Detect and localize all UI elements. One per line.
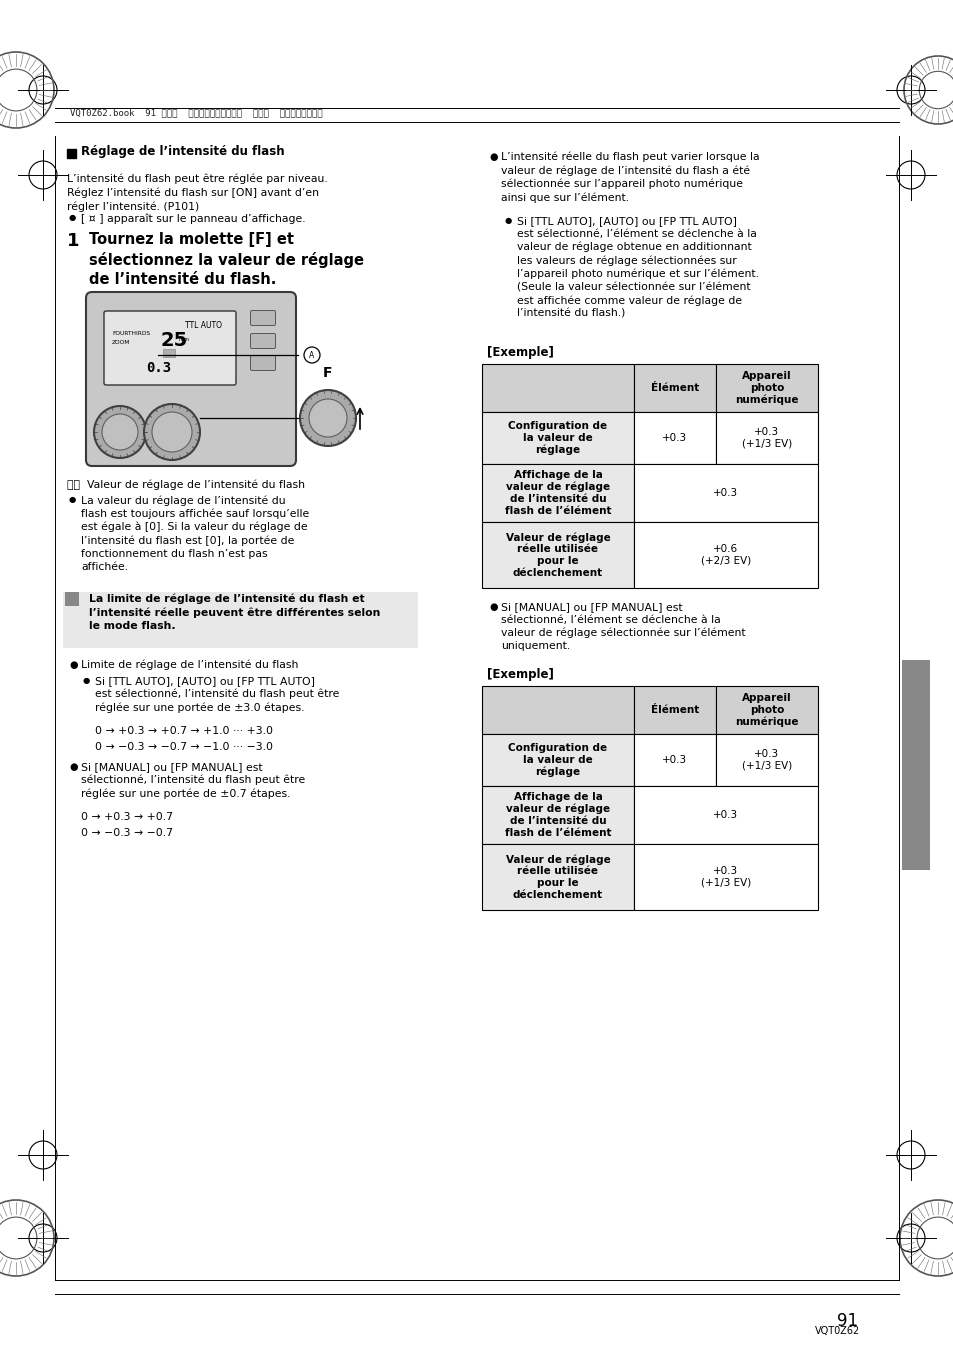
Text: 0 → −0.3 → −0.7: 0 → −0.3 → −0.7 (81, 828, 172, 838)
Bar (163, 349, 174, 357)
Bar (481, 412, 634, 464)
Text: +0.6
(+2/3 EV): +0.6 (+2/3 EV) (700, 545, 750, 566)
Text: Tournez la molette [F] et
sélectionnez la valeur de réglage
de l’intensité du fl: Tournez la molette [F] et sélectionnez l… (89, 232, 364, 287)
FancyBboxPatch shape (104, 311, 235, 386)
Bar (634, 686, 716, 735)
Text: 0 → −0.3 → −0.7 → −1.0 ··· −3.0: 0 → −0.3 → −0.7 → −1.0 ··· −3.0 (95, 741, 273, 752)
Text: +0.3
(+1/3 EV): +0.3 (+1/3 EV) (741, 427, 791, 449)
Text: Limite de réglage de l’intensité du flash: Limite de réglage de l’intensité du flas… (81, 661, 298, 670)
Bar (63, 592, 417, 648)
Text: mm: mm (179, 337, 190, 342)
Text: +0.3: +0.3 (713, 810, 738, 820)
Text: Affichage de la
valeur de réglage
de l’intensité du
flash de l’élément: Affichage de la valeur de réglage de l’i… (504, 793, 611, 837)
Text: ●: ● (504, 216, 512, 225)
Text: Ⓐ：  Valeur de réglage de l’intensité du flash: Ⓐ： Valeur de réglage de l’intensité du f… (67, 480, 305, 491)
Text: VQT0Z62.book  91 ページ  ２００６年６月２２日  木曜日  午前１１時４６分: VQT0Z62.book 91 ページ ２００６年６月２２日 木曜日 午前１１時… (70, 108, 322, 117)
Text: Configuration de
la valeur de
réglage: Configuration de la valeur de réglage (508, 421, 607, 454)
Text: La limite de réglage de l’intensité du flash et
l’intensité réelle peuvent être : La limite de réglage de l’intensité du f… (89, 594, 380, 631)
Circle shape (152, 412, 192, 452)
Bar (634, 522, 817, 588)
Text: Élément: Élément (650, 705, 699, 714)
FancyBboxPatch shape (86, 293, 295, 466)
Text: +0.3: +0.3 (661, 433, 687, 443)
Bar (481, 522, 634, 588)
Text: +0.3
(+1/3 EV): +0.3 (+1/3 EV) (741, 749, 791, 771)
Text: 0 → +0.3 → +0.7: 0 → +0.3 → +0.7 (81, 811, 172, 822)
Text: L’intensité réelle du flash peut varier lorsque la
valeur de réglage de l’intens: L’intensité réelle du flash peut varier … (500, 152, 759, 204)
Text: Élément: Élément (650, 383, 699, 394)
Text: ●: ● (489, 152, 497, 162)
Bar (716, 686, 817, 735)
Text: +0.3: +0.3 (661, 755, 687, 766)
Text: Appareil
photo
numérique: Appareil photo numérique (735, 693, 798, 727)
Bar (634, 412, 716, 464)
Text: ●: ● (69, 495, 76, 504)
Text: VQT0Z62: VQT0Z62 (814, 1326, 859, 1336)
Bar (716, 364, 817, 412)
Text: ●: ● (83, 675, 91, 685)
Circle shape (94, 406, 146, 458)
Bar (65, 592, 79, 607)
Text: ●: ● (69, 661, 77, 670)
Text: Si [TTL AUTO], [AUTO] ou [FP TTL AUTO]
est sélectionné, l’intensité du flash peu: Si [TTL AUTO], [AUTO] ou [FP TTL AUTO] e… (95, 675, 339, 713)
Text: 25: 25 (161, 332, 188, 350)
Bar (634, 464, 817, 522)
Bar (67, 150, 76, 158)
Text: Valeur de réglage
réelle utilisée
pour le
déclenchement: Valeur de réglage réelle utilisée pour l… (505, 855, 610, 899)
Text: [ ¤ ] apparaît sur le panneau d’affichage.: [ ¤ ] apparaît sur le panneau d’affichag… (81, 213, 305, 224)
Bar (481, 844, 634, 910)
Text: ●: ● (489, 603, 497, 612)
Text: Réglage de l’intensité du flash: Réglage de l’intensité du flash (81, 146, 284, 158)
Circle shape (102, 414, 138, 450)
Bar (901, 661, 929, 869)
Bar (481, 686, 634, 735)
Text: 91: 91 (836, 1312, 857, 1330)
Text: La valeur du réglage de l’intensité du
flash est toujours affichée sauf lorsqu’e: La valeur du réglage de l’intensité du f… (81, 495, 309, 572)
Text: 0 → +0.3 → +0.7 → +1.0 ··· +3.0: 0 → +0.3 → +0.7 → +1.0 ··· +3.0 (95, 727, 273, 736)
Text: +0.3
(+1/3 EV): +0.3 (+1/3 EV) (700, 867, 750, 888)
FancyBboxPatch shape (251, 310, 275, 325)
Bar (634, 735, 716, 786)
Text: ●: ● (69, 762, 77, 772)
Bar (716, 735, 817, 786)
Bar (481, 464, 634, 522)
FancyBboxPatch shape (251, 333, 275, 349)
Text: Appareil
photo
numérique: Appareil photo numérique (735, 371, 798, 404)
Text: ●: ● (69, 213, 76, 222)
Circle shape (299, 390, 355, 446)
Text: +0.3: +0.3 (713, 488, 738, 497)
Text: FOURTHIRDS: FOURTHIRDS (112, 332, 150, 336)
Text: A: A (309, 350, 314, 360)
Circle shape (144, 404, 200, 460)
Text: Si [MANUAL] ou [FP MANUAL] est
sélectionné, l’intensité du flash peut être
réglé: Si [MANUAL] ou [FP MANUAL] est sélection… (81, 762, 305, 799)
Bar (634, 364, 716, 412)
Text: Affichage de la
valeur de réglage
de l’intensité du
flash de l’élément: Affichage de la valeur de réglage de l’i… (504, 470, 611, 516)
Text: L’intensité du flash peut être réglée par niveau.
Réglez l’intensité du flash su: L’intensité du flash peut être réglée pa… (67, 174, 328, 212)
Text: [Exemple]: [Exemple] (486, 346, 554, 359)
Circle shape (309, 399, 347, 437)
Text: [Exemple]: [Exemple] (486, 669, 554, 681)
Text: Si [TTL AUTO], [AUTO] ou [FP TTL AUTO]
est sélectionné, l’élément se déclenche à: Si [TTL AUTO], [AUTO] ou [FP TTL AUTO] e… (517, 216, 759, 318)
Text: Si [MANUAL] ou [FP MANUAL] est
sélectionné, l’élément se déclenche à la
valeur d: Si [MANUAL] ou [FP MANUAL] est sélection… (500, 603, 745, 651)
Bar (481, 364, 634, 412)
FancyBboxPatch shape (251, 356, 275, 371)
Text: Configuration de
la valeur de
réglage: Configuration de la valeur de réglage (508, 743, 607, 776)
Text: Valeur de réglage
réelle utilisée
pour le
déclenchement: Valeur de réglage réelle utilisée pour l… (505, 532, 610, 578)
Bar (481, 786, 634, 844)
Text: 1: 1 (67, 232, 79, 249)
Text: ZOOM: ZOOM (112, 340, 131, 345)
Bar (634, 786, 817, 844)
Text: F: F (323, 367, 333, 380)
Bar (481, 735, 634, 786)
Text: 0.3: 0.3 (146, 361, 171, 375)
Bar (634, 844, 817, 910)
Bar (716, 412, 817, 464)
Text: TTL AUTO: TTL AUTO (185, 321, 222, 330)
